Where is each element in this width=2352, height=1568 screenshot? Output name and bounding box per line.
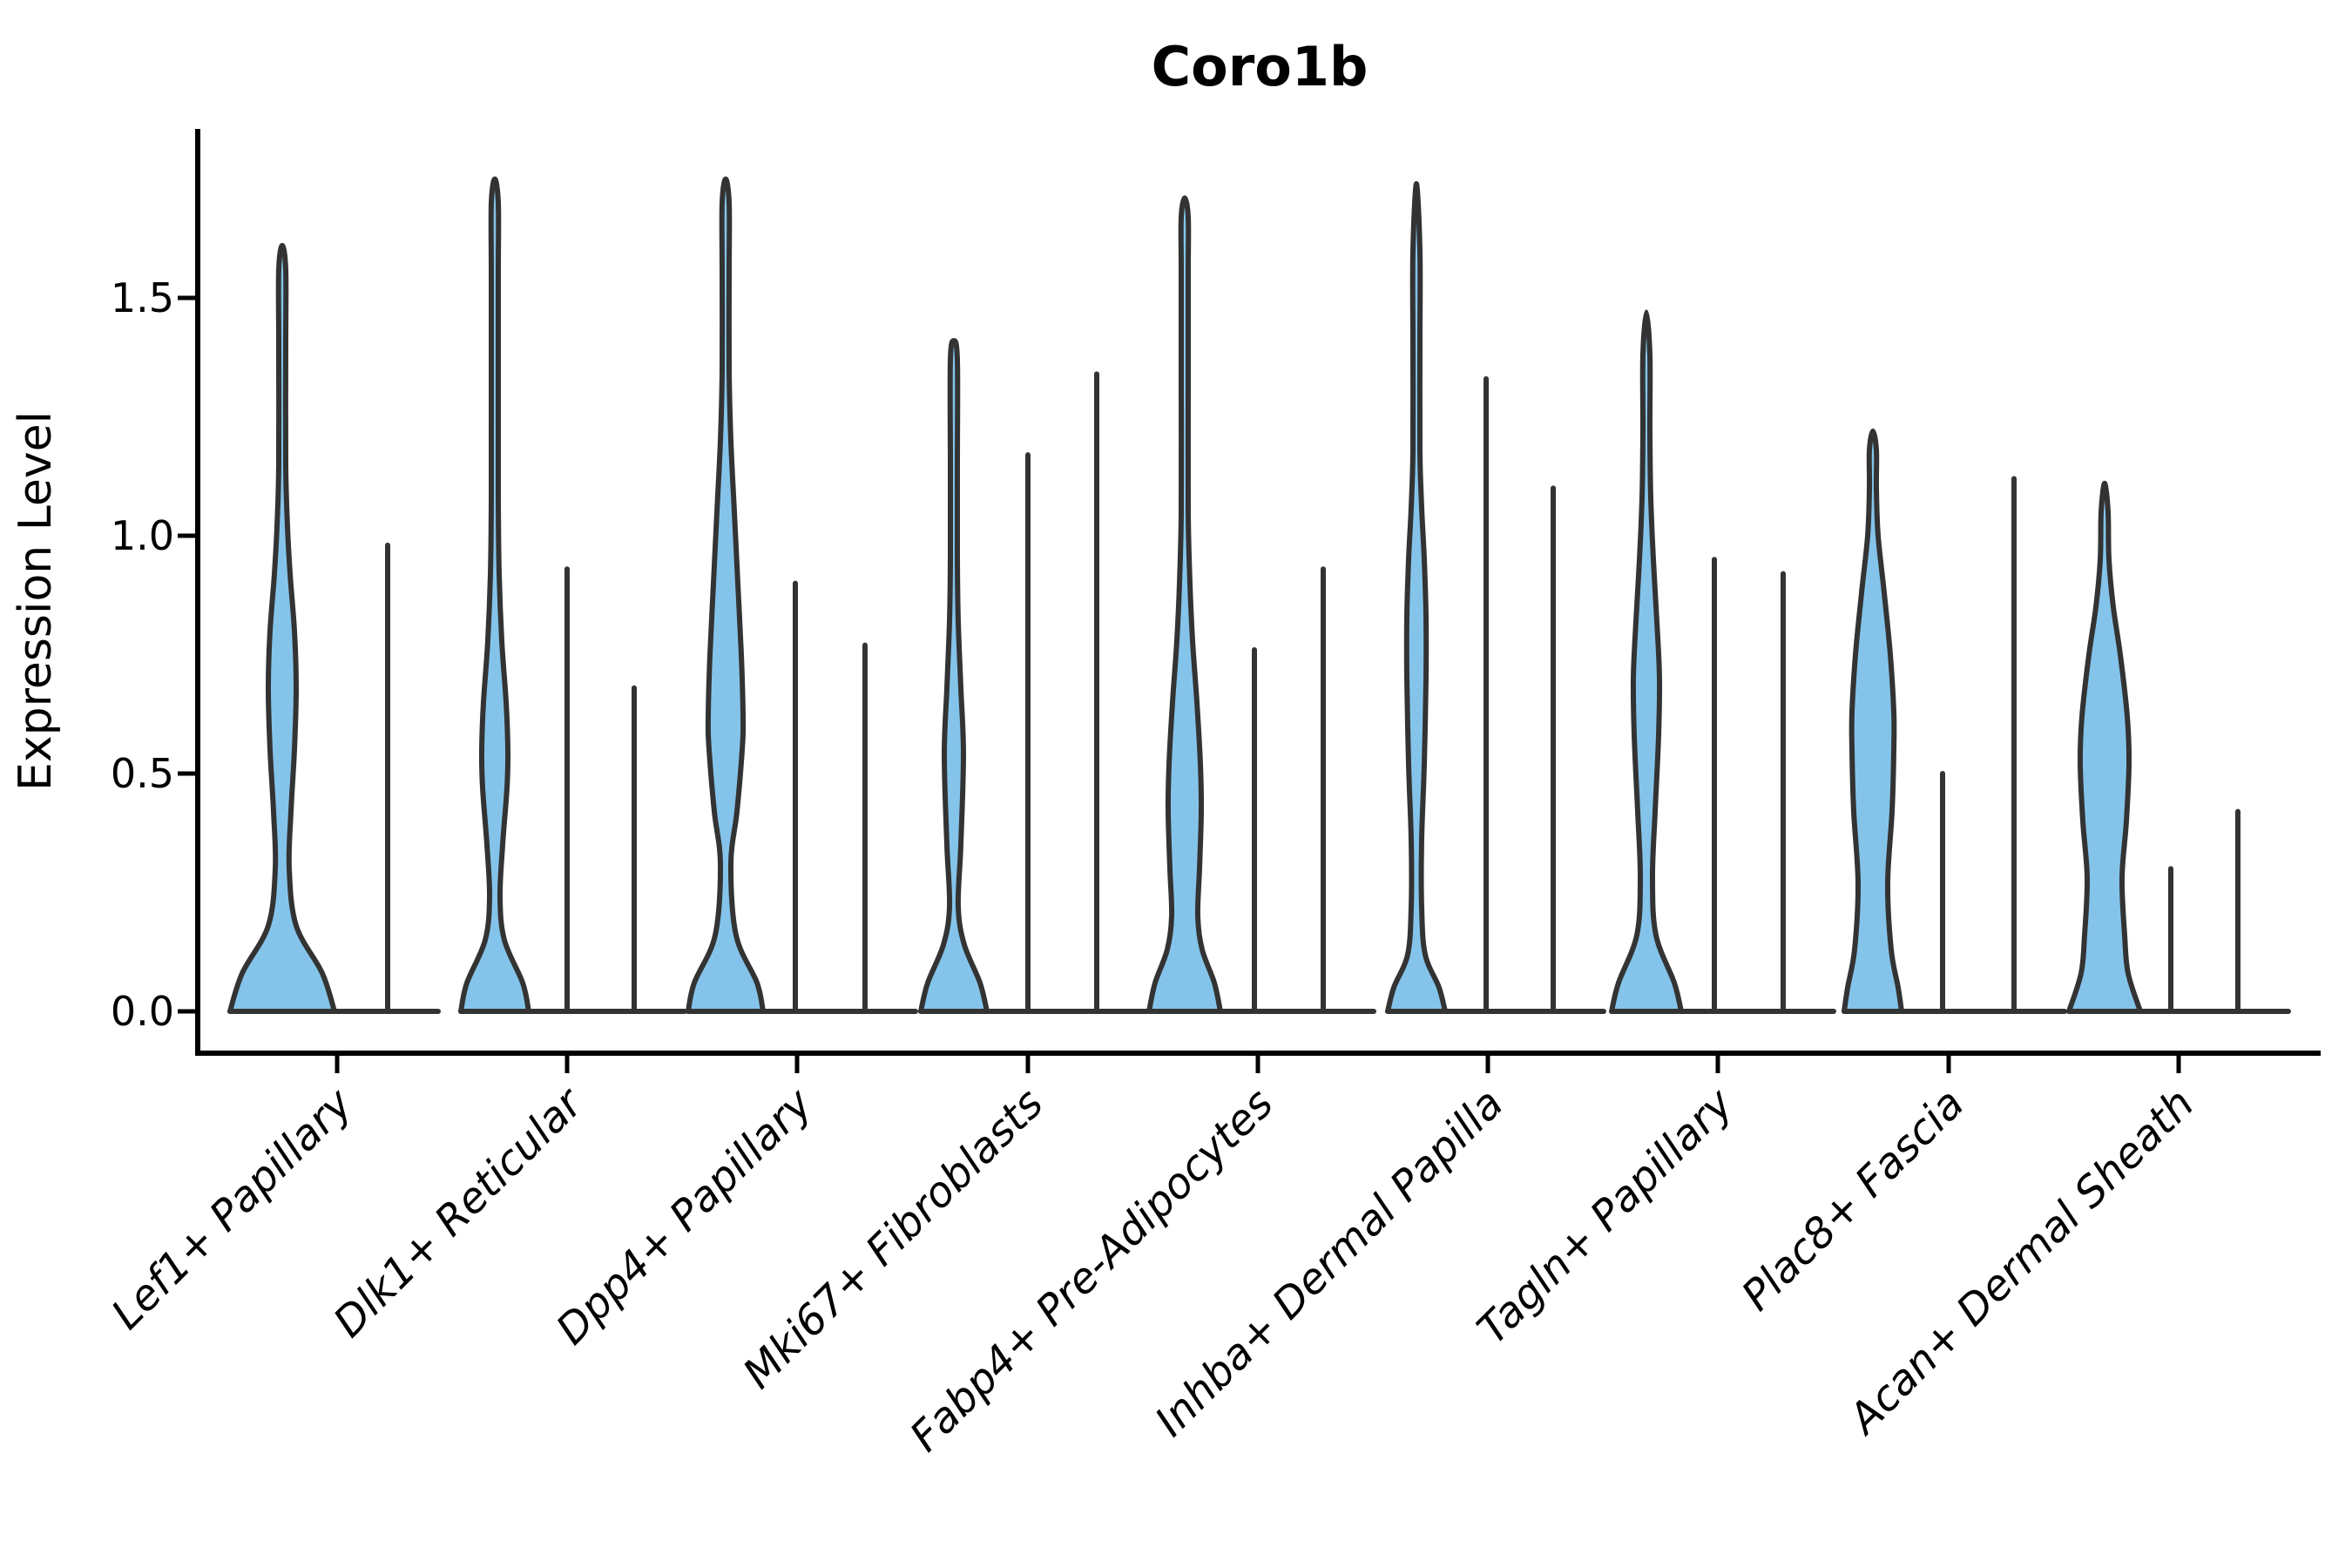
violin-body	[458, 176, 531, 1014]
violin-body	[227, 242, 337, 1014]
violin-body	[686, 176, 766, 1014]
violin-body	[1609, 309, 1684, 1014]
violin-body	[1146, 195, 1223, 1014]
x-tick-label: Fabp4+ Pre-Adipocytes	[901, 1079, 1283, 1462]
y-tick-label: 0.5	[111, 750, 174, 797]
x-tick-label: Dlk1+ Reticular	[324, 1078, 594, 1348]
violin-body	[2066, 480, 2143, 1014]
x-tick-label: Dpp4+ Papillary	[547, 1078, 822, 1354]
x-tick-label: Tagln+ Papillary	[1468, 1078, 1743, 1354]
x-tick-label: Lef1+ Papillary	[102, 1078, 362, 1339]
y-tick-label: 1.5	[111, 274, 174, 321]
y-tick-label: 0.0	[111, 988, 174, 1035]
x-tick-label: Plac8+ Fascia	[1733, 1079, 1974, 1321]
violin-body	[918, 338, 990, 1014]
y-tick-label: 1.0	[111, 512, 174, 559]
violin-body	[1842, 428, 1904, 1014]
y-axis-label: Expression Level	[10, 411, 62, 791]
violin-body	[1385, 181, 1448, 1014]
chart-title: Coro1b	[1152, 35, 1369, 98]
